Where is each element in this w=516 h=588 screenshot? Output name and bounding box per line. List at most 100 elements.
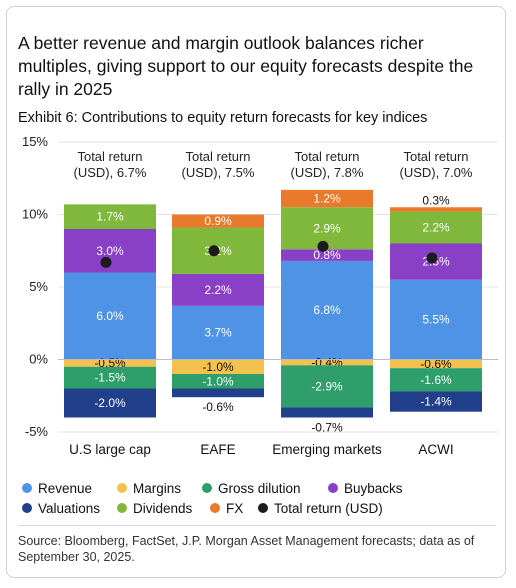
bar-buybacks [281, 249, 373, 261]
data-label-margins: -1.0% [202, 360, 234, 374]
legend-label-buybacks: Buybacks [344, 480, 403, 496]
legend-item-dividends: Dividends [117, 501, 210, 516]
stacked-bar-chart: -5%0%5%10%15%6.0%3.0%1.7%-0.5%-1.5%-2.0%… [22, 134, 498, 457]
x-tick-label: Emerging markets [272, 442, 382, 457]
total-return-label: Total return [403, 149, 468, 164]
data-label-fx: 0.9% [204, 214, 232, 228]
legend-item-fx: FX [210, 501, 258, 516]
data-label-dividends: 1.7% [96, 210, 124, 224]
bar-dividends [390, 211, 482, 244]
source-note: Source: Bloomberg, FactSet, J.P. Morgan … [18, 534, 475, 564]
data-label-buybacks: 3.0% [96, 244, 124, 258]
bar-fx [281, 189, 373, 208]
data-label-gross-dilution: -1.5% [94, 371, 126, 385]
legend-swatch-gross-dilution [202, 483, 212, 493]
data-label-gross-dilution: -1.0% [202, 374, 234, 388]
headline: A better revenue and margin outlook bala… [18, 33, 474, 99]
total-return-dot [100, 256, 112, 268]
total-return-label: (USD), 7.5% [182, 165, 255, 180]
legend-item-valuations: Valuations [22, 501, 117, 516]
bar-dividends [281, 207, 373, 250]
legend-swatch-dividends [117, 503, 127, 513]
legend-item-margins: Margins [117, 481, 202, 496]
legend-item-buybacks: Buybacks [328, 481, 403, 496]
legend-item-gross-dilution: Gross dilution [202, 481, 328, 496]
total-return-label: Total return [294, 149, 359, 164]
data-label-dividends: 2.9% [313, 221, 341, 235]
total-return-dot [317, 240, 329, 252]
total-return-dot [426, 252, 438, 264]
bar-fx [390, 207, 482, 212]
y-tick-label: 0% [29, 352, 48, 367]
data-label-gross-dilution: -2.9% [311, 379, 343, 393]
data-label-valuations: -2.0% [94, 396, 126, 410]
chart-title: Exhibit 6: Contributions to equity retur… [18, 110, 428, 126]
legend-swatch-revenue [22, 483, 32, 493]
legend-label-fx: FX [226, 500, 244, 516]
bar-valuations [64, 388, 156, 418]
bar-margins [172, 359, 264, 374]
total-return-label: Total return [185, 149, 250, 164]
legend-swatch-buybacks [328, 483, 338, 493]
data-label-margins: -0.6% [420, 357, 452, 371]
bar-gross-dilution [281, 365, 373, 408]
data-label-buybacks: 0.8% [313, 248, 341, 262]
data-label-dividends: 2.2% [422, 221, 450, 235]
y-tick-label: 10% [22, 207, 48, 222]
bar-revenue [390, 279, 482, 360]
data-label-revenue: 3.7% [204, 326, 232, 340]
bar-gross-dilution [64, 366, 156, 389]
bar-buybacks [172, 273, 264, 306]
bar-gross-dilution [390, 368, 482, 392]
legend-label-valuations: Valuations [38, 500, 101, 516]
data-label-valuations: -0.6% [202, 400, 234, 414]
y-tick-label: -5% [25, 424, 49, 439]
data-label-valuations: -0.7% [311, 421, 343, 435]
bar-margins [281, 359, 373, 366]
bar-valuations [390, 391, 482, 412]
legend-label-gross-dilution: Gross dilution [218, 480, 301, 496]
bar-dividends [64, 204, 156, 229]
x-tick-label: EAFE [200, 442, 235, 457]
legend-swatch-fx [210, 503, 220, 513]
data-label-fx: 0.3% [422, 193, 450, 207]
legend-label-revenue: Revenue [38, 480, 93, 496]
legend-swatch-total-return [258, 503, 268, 513]
legend-swatch-valuations [22, 503, 32, 513]
bar-revenue [281, 260, 373, 360]
bar-margins [390, 359, 482, 369]
legend-swatch-margins [117, 483, 127, 493]
data-label-revenue: 6.8% [313, 303, 341, 317]
y-tick-label: 15% [22, 134, 48, 149]
bar-revenue [172, 305, 264, 360]
data-label-revenue: 6.0% [96, 309, 124, 323]
x-tick-label: U.S large cap [69, 442, 151, 457]
data-label-revenue: 5.5% [422, 313, 450, 327]
bar-valuations [281, 407, 373, 418]
total-return-label: (USD), 7.8% [291, 165, 364, 180]
total-return-dot [208, 245, 220, 257]
bar-gross-dilution [172, 374, 264, 389]
data-label-gross-dilution: -1.6% [420, 373, 452, 387]
bar-margins [64, 359, 156, 367]
data-label-valuations: -1.4% [420, 395, 452, 409]
legend-row-1: Revenue Margins Gross dilution Buybacks [22, 478, 502, 498]
divider [18, 525, 496, 526]
legend-label-total-return: Total return (USD) [274, 500, 383, 516]
bar-revenue [64, 272, 156, 360]
legend-label-dividends: Dividends [133, 500, 193, 516]
x-tick-label: ACWI [418, 442, 453, 457]
data-label-buybacks: 2.2% [204, 283, 232, 297]
legend-item-revenue: Revenue [22, 481, 117, 496]
bar-fx [172, 214, 264, 228]
legend: Revenue Margins Gross dilution Buybacks … [22, 478, 502, 518]
legend-label-margins: Margins [133, 480, 182, 496]
legend-row-2: Valuations Dividends FX Total return (US… [22, 498, 502, 518]
data-label-fx: 1.2% [313, 192, 341, 206]
y-tick-label: 5% [29, 279, 48, 294]
total-return-label: (USD), 7.0% [400, 165, 473, 180]
total-return-label: (USD), 6.7% [74, 165, 147, 180]
total-return-label: Total return [77, 149, 142, 164]
bar-valuations [172, 388, 264, 398]
legend-item-total-return: Total return (USD) [258, 501, 383, 516]
